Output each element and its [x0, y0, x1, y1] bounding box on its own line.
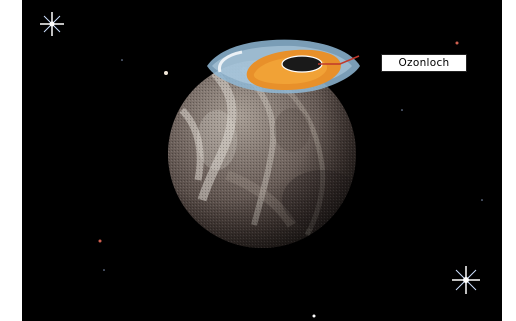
space-scene: Ozonloch	[22, 0, 502, 321]
callout-line	[318, 55, 360, 65]
planet	[168, 60, 356, 248]
star-small	[164, 71, 168, 75]
star-small	[481, 199, 483, 201]
star-bottom-right	[452, 266, 480, 294]
star-small	[98, 239, 102, 243]
ozone-hole	[246, 49, 341, 90]
star-small	[401, 109, 403, 111]
star-small	[455, 41, 459, 45]
star-small	[312, 314, 316, 318]
star-top-left	[40, 12, 64, 36]
space-illustration	[40, 12, 483, 318]
ozone-hole-label: Ozonloch	[381, 54, 467, 72]
star-small	[121, 59, 123, 61]
star-small	[103, 269, 105, 271]
